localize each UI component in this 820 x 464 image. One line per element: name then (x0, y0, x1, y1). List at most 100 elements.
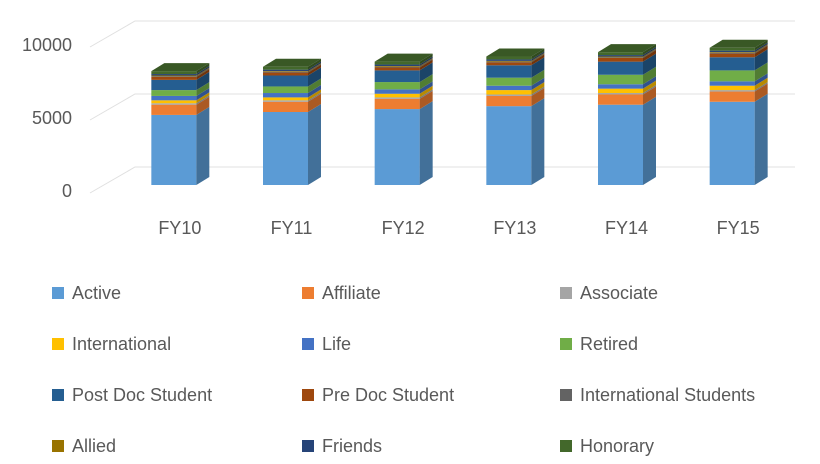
bar-side (754, 77, 768, 91)
x-tick-label: FY10 (158, 218, 201, 238)
bar-segment (151, 103, 197, 105)
bar-segment (263, 101, 308, 112)
bar-segment (151, 75, 197, 77)
bar-segment (151, 114, 197, 185)
bar-side (419, 90, 433, 110)
bar-top (709, 39, 768, 48)
bar-side (643, 44, 656, 56)
bar-segment (486, 65, 532, 78)
bar-segment (151, 76, 197, 77)
legend-swatch (560, 440, 572, 452)
bar-side (308, 89, 321, 101)
bar-side (419, 62, 433, 83)
bar-side (419, 53, 433, 65)
bar-segment (709, 52, 755, 53)
legend-swatch (560, 287, 572, 299)
grid-line (89, 93, 795, 121)
bar-side (531, 54, 545, 66)
bar-segment (263, 93, 308, 98)
bar-segment (486, 106, 532, 185)
bar-top (598, 44, 656, 53)
bar-segment (374, 98, 420, 110)
bar-side (308, 78, 321, 94)
bar-segment (151, 104, 197, 115)
bar-segment (263, 71, 308, 72)
bar-side (531, 48, 545, 60)
bar-side (419, 56, 433, 67)
bar-segment (374, 64, 420, 67)
bar-segment (374, 109, 420, 185)
bar-segment (374, 93, 420, 98)
bar-segment (263, 69, 308, 72)
bar-segment (151, 95, 197, 101)
bar-segment (598, 61, 643, 75)
bar-side (531, 87, 545, 107)
bar-side (643, 85, 656, 95)
bar-segment (263, 100, 308, 102)
bar-side (308, 58, 321, 70)
x-tick-label: FY14 (605, 218, 648, 238)
bar-top (263, 58, 321, 67)
legend-label: Pre Doc Student (322, 385, 454, 405)
bar-side (196, 87, 210, 101)
bar-side (531, 77, 545, 91)
bar-segment (709, 85, 755, 91)
bar-side (754, 49, 768, 71)
bar-side (754, 44, 768, 54)
legend-label: International Students (580, 385, 755, 405)
bar-segment (374, 97, 420, 99)
bar-segment (709, 101, 755, 185)
legend-label: Retired (580, 334, 638, 354)
legend-swatch (560, 389, 572, 401)
bar-segment (598, 84, 643, 89)
legend-label: Allied (72, 436, 116, 456)
bar-side (308, 104, 321, 185)
bar-top (374, 53, 433, 62)
bar-segment (486, 77, 532, 86)
bar-side (419, 101, 433, 185)
bar-side (308, 63, 321, 72)
bar-side (754, 45, 768, 58)
bar-segment (374, 70, 420, 83)
bar-segment (486, 85, 532, 91)
bar-segment (486, 94, 532, 96)
bar-segment (709, 52, 755, 54)
bar-segment (374, 61, 420, 65)
bar-segment (709, 53, 755, 58)
bar-segment (709, 90, 755, 92)
bar-side (196, 106, 210, 185)
bar-side (419, 85, 433, 98)
bar-segment (598, 52, 643, 56)
legend-swatch (302, 338, 314, 350)
bar-top (486, 48, 545, 57)
bar-segment (263, 71, 308, 73)
grid-line (89, 20, 795, 48)
y-tick-label: 0 (62, 181, 72, 201)
bar-segment (374, 82, 420, 90)
bar-side (196, 71, 210, 91)
bar-side (531, 69, 545, 86)
bar-side (308, 85, 321, 98)
bar-side (308, 93, 321, 112)
bar-segment (151, 100, 197, 104)
bar-segment (598, 88, 643, 94)
legend-label: Active (72, 283, 121, 303)
bar-side (531, 82, 545, 95)
bar-segment (709, 47, 755, 51)
bar-side (419, 58, 433, 68)
bar-side (196, 92, 210, 104)
bar-segment (263, 72, 308, 76)
bar-side (531, 52, 545, 62)
x-tick-label: FY12 (382, 218, 425, 238)
legend-swatch (52, 440, 64, 452)
bar-side (419, 74, 433, 90)
bar-side (196, 82, 210, 96)
bar-side (196, 96, 210, 115)
bar-side (308, 92, 321, 102)
bar-segment (709, 91, 755, 102)
bar-side (643, 47, 656, 57)
bar-segment (151, 76, 197, 80)
bar-segment (263, 97, 308, 101)
x-tick-label: FY15 (717, 218, 760, 238)
legend-label: Post Doc Student (72, 385, 212, 405)
